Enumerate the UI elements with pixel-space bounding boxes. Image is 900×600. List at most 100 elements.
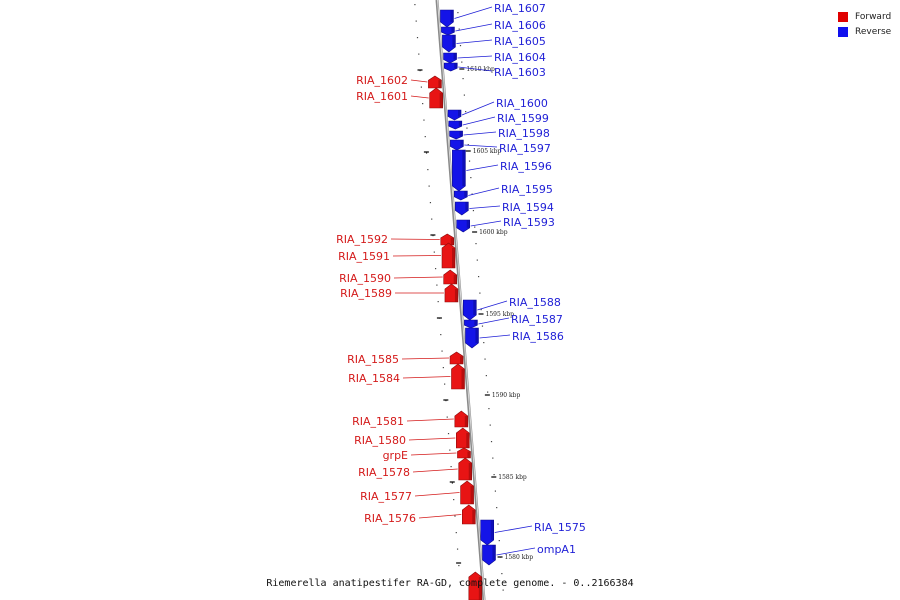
forward-gene-leader bbox=[408, 437, 456, 441]
forward-gene-ria-1581 bbox=[454, 410, 469, 428]
forward-gene-label: RIA_1602 bbox=[356, 74, 408, 87]
reverse-gene-ria-1604 bbox=[443, 52, 457, 64]
minor-tick bbox=[459, 581, 461, 583]
minor-tick bbox=[436, 284, 438, 286]
forward-gene-label: RIA_1585 bbox=[347, 353, 399, 366]
reverse-gene-label: RIA_1593 bbox=[503, 216, 555, 229]
reverse-gene-label: RIA_1600 bbox=[496, 97, 548, 110]
minor-tick bbox=[458, 28, 460, 30]
minor-tick bbox=[462, 78, 464, 80]
minor-tick bbox=[458, 565, 460, 567]
forward-gene-ria-1589 bbox=[444, 283, 459, 303]
forward-gene-label: RIA_1592 bbox=[336, 233, 388, 246]
forward-gene-ria-1592 bbox=[440, 233, 455, 246]
forward-gene-partial bbox=[468, 571, 483, 600]
minor-tick bbox=[484, 358, 486, 360]
forward-gene-leader bbox=[410, 452, 457, 456]
reverse-gene-ria-1600 bbox=[447, 109, 462, 121]
reverse-gene-ria-1587 bbox=[464, 319, 478, 329]
reverse-gene-label: RIA_1604 bbox=[494, 51, 546, 64]
forward-gene-label: RIA_1581 bbox=[352, 415, 404, 428]
reverse-gene-leader bbox=[454, 6, 493, 19]
forward-gene-leader bbox=[406, 418, 454, 422]
reverse-gene-label: RIA_1603 bbox=[494, 66, 546, 79]
forward-gene-label: RIA_1578 bbox=[358, 466, 410, 479]
minor-tick bbox=[463, 94, 465, 96]
minor-tick bbox=[422, 103, 424, 105]
minor-tick bbox=[476, 259, 478, 261]
reverse-gene-label: RIA_1575 bbox=[534, 521, 586, 534]
kbp-label: 1585 kbp bbox=[498, 474, 527, 481]
forward-gene-leader bbox=[410, 79, 428, 83]
minor-tick bbox=[471, 193, 473, 195]
reverse-gene-ria-1606 bbox=[441, 26, 455, 36]
reverse-gene-ria-1594 bbox=[455, 201, 469, 216]
reverse-gene-ria-1603 bbox=[443, 62, 458, 72]
minor-tick bbox=[444, 383, 446, 385]
forward-gene-leader bbox=[418, 514, 462, 519]
legend: Forward Reverse bbox=[838, 9, 891, 39]
reverse-gene-ria-1595 bbox=[454, 190, 468, 201]
reverse-gene-ria-1593 bbox=[456, 219, 471, 233]
forward-gene-leader bbox=[390, 238, 440, 240]
forward-gene-leader bbox=[401, 357, 450, 360]
forward-swatch bbox=[838, 11, 848, 22]
forward-gene-ria-1601 bbox=[429, 87, 443, 109]
forward-gene-ria-1590 bbox=[443, 269, 457, 285]
reverse-gene-label: RIA_1595 bbox=[501, 183, 553, 196]
minor-tick bbox=[466, 127, 468, 129]
forward-gene-leader bbox=[392, 255, 442, 257]
reverse-gene-ria-1599 bbox=[448, 120, 463, 130]
minor-tick bbox=[450, 466, 452, 468]
forward-gene-ria-1585 bbox=[449, 351, 464, 365]
minor-tick bbox=[441, 350, 443, 352]
minor-tick bbox=[416, 37, 419, 39]
reverse-swatch bbox=[838, 26, 848, 37]
kbp-label: 1600 kbp bbox=[479, 229, 508, 236]
minor-tick bbox=[470, 177, 472, 179]
reverse-gene-label: RIA_1596 bbox=[500, 160, 552, 173]
minor-tick bbox=[451, 482, 453, 484]
reverse-gene-ria-1596 bbox=[452, 149, 466, 192]
minor-tick bbox=[454, 515, 456, 517]
reverse-gene-label: RIA_1594 bbox=[502, 201, 554, 214]
minor-tick bbox=[446, 416, 448, 418]
minor-tick bbox=[485, 375, 487, 377]
reverse-gene-ria-1598 bbox=[449, 130, 463, 140]
kbp-label: 1580 kbp bbox=[505, 554, 534, 561]
forward-gene-label: RIA_1576 bbox=[364, 512, 416, 525]
reverse-gene-ria-1588 bbox=[462, 299, 477, 321]
reverse-gene-leader bbox=[470, 220, 502, 227]
kbp-label: 1595 kbp bbox=[486, 311, 515, 318]
minor-tick bbox=[483, 342, 485, 344]
reverse-gene-label: RIA_1587 bbox=[511, 313, 563, 326]
legend-item-forward: Forward bbox=[838, 9, 891, 24]
reverse-gene-label: RIA_1586 bbox=[512, 330, 564, 343]
reverse-gene-ria-1607 bbox=[440, 9, 454, 28]
forward-gene-label: grpE bbox=[383, 449, 408, 462]
minor-tick bbox=[456, 548, 459, 550]
minor-tick bbox=[487, 391, 489, 393]
minor-tick bbox=[477, 276, 480, 278]
minor-tick bbox=[496, 507, 498, 509]
reverse-gene-leader bbox=[466, 164, 499, 171]
forward-gene-label: RIA_1580 bbox=[354, 434, 406, 447]
reverse-gene-leader bbox=[468, 187, 500, 196]
legend-label-forward: Forward bbox=[855, 11, 892, 22]
minor-tick bbox=[479, 292, 481, 294]
forward-gene-leader bbox=[414, 492, 460, 497]
reverse-gene-label: RIA_1597 bbox=[499, 142, 551, 155]
forward-gene-leader bbox=[410, 95, 429, 99]
minor-tick bbox=[502, 589, 504, 591]
minor-tick bbox=[424, 136, 426, 138]
minor-tick bbox=[425, 152, 428, 154]
forward-gene-leader bbox=[393, 276, 443, 279]
minor-tick bbox=[418, 53, 420, 55]
minor-tick bbox=[433, 251, 435, 253]
minor-tick bbox=[428, 185, 430, 187]
minor-tick bbox=[494, 490, 496, 492]
genome-axis-highlight bbox=[437, 0, 485, 600]
reverse-gene-label: RIA_1588 bbox=[509, 296, 561, 309]
minor-tick bbox=[498, 540, 500, 542]
reverse-gene-leader bbox=[463, 131, 497, 136]
